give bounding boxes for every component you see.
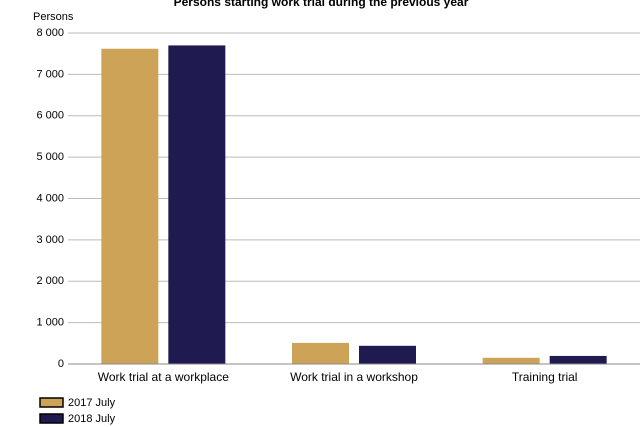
y-axis-ticks: 0 1 000 2 000 3 000 4 000 5 000 6 000 7 000 8 00… <box>36 27 64 370</box>
legend-swatch <box>39 413 64 424</box>
bar <box>101 48 159 364</box>
y-tick-label: 1 000 <box>36 317 64 329</box>
bar <box>549 355 607 364</box>
x-category-label: Training trial <box>512 370 578 384</box>
legend-swatch <box>39 397 64 408</box>
x-category-label: Work trial at a workplace <box>98 370 229 384</box>
legend: 2017 July 2018 July <box>39 397 116 425</box>
bar <box>292 342 349 364</box>
y-tick-label: 5 000 <box>36 151 64 163</box>
chart-title: Persons starting work trial during the p… <box>174 0 469 9</box>
bar <box>168 45 226 364</box>
y-tick-label: 4 000 <box>36 192 64 204</box>
y-tick-label: 8 000 <box>36 27 64 39</box>
bars <box>101 45 607 364</box>
legend-label: 2017 July <box>68 397 116 409</box>
bar <box>359 345 416 364</box>
gridlines <box>68 32 640 324</box>
x-axis-category-labels: Work trial at a workplace Work trial in a… <box>98 370 578 384</box>
y-axis-unit-label: Persons <box>33 11 74 23</box>
y-tick-label: 2 000 <box>36 275 64 287</box>
legend-label: 2018 July <box>68 413 116 425</box>
y-tick-label: 3 000 <box>36 234 64 246</box>
bar <box>482 357 540 364</box>
y-tick-label: 0 <box>58 358 64 370</box>
y-tick-label: 6 000 <box>36 110 64 122</box>
y-tick-label: 7 000 <box>36 68 64 80</box>
x-category-label: Work trial in a workshop <box>290 370 418 384</box>
